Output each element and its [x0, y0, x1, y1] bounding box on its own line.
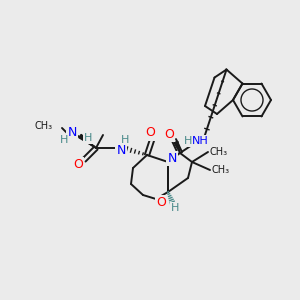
Polygon shape — [79, 134, 96, 148]
Text: O: O — [73, 158, 83, 170]
Text: N: N — [116, 143, 126, 157]
Text: H: H — [184, 136, 192, 146]
Text: CH₃: CH₃ — [35, 121, 53, 131]
Text: N: N — [67, 127, 77, 140]
Text: CH₃: CH₃ — [211, 165, 229, 175]
Text: N: N — [167, 152, 177, 164]
Text: H: H — [60, 135, 68, 145]
Text: O: O — [164, 128, 174, 140]
Text: CH₃: CH₃ — [209, 147, 227, 157]
Text: H: H — [121, 135, 129, 145]
Text: H: H — [171, 203, 179, 213]
Text: O: O — [156, 196, 166, 208]
Polygon shape — [174, 141, 180, 153]
Text: H: H — [84, 133, 92, 143]
Text: O: O — [145, 127, 155, 140]
Text: NH: NH — [192, 136, 208, 146]
